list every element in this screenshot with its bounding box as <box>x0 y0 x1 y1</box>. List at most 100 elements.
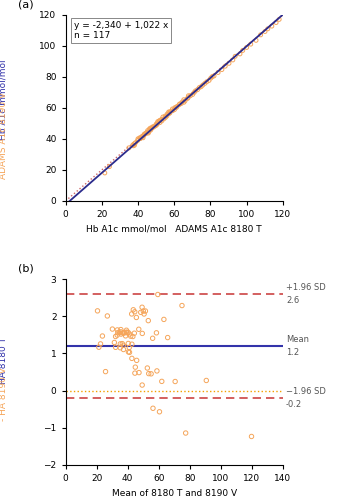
Point <box>265 25 270 33</box>
Point <box>124 328 129 336</box>
Point <box>188 92 193 100</box>
Point <box>197 84 202 92</box>
Point <box>200 81 206 89</box>
Point <box>170 106 176 114</box>
Point <box>157 117 162 125</box>
Point <box>219 66 225 74</box>
Point <box>146 129 151 137</box>
Point <box>119 340 125 347</box>
Point <box>185 94 190 102</box>
Point <box>162 112 168 120</box>
Point <box>129 354 135 362</box>
Point <box>151 122 157 130</box>
Point <box>223 62 228 70</box>
Point <box>159 116 164 124</box>
Point <box>107 162 112 170</box>
Point <box>165 334 170 342</box>
Point <box>155 290 160 298</box>
Point <box>143 130 149 138</box>
Point <box>209 72 215 80</box>
Point <box>111 338 117 346</box>
Point <box>113 332 118 340</box>
X-axis label: Mean of 8180 T and 8190 V: Mean of 8180 T and 8190 V <box>112 488 237 498</box>
Point <box>145 364 150 372</box>
Point <box>132 142 137 150</box>
Point <box>273 18 279 26</box>
Point <box>148 124 153 132</box>
Point <box>139 330 145 338</box>
Point <box>96 343 101 351</box>
Point <box>118 340 123 348</box>
Point <box>125 328 131 336</box>
Point <box>177 100 183 108</box>
Point <box>148 126 154 134</box>
Point <box>191 88 197 96</box>
Point <box>167 109 172 117</box>
Point <box>269 22 275 30</box>
Point <box>215 68 221 76</box>
Point <box>133 138 138 146</box>
Point <box>172 106 177 114</box>
Point <box>123 332 128 340</box>
Text: - HA 8190 V: - HA 8190 V <box>0 368 8 421</box>
Point <box>211 72 217 80</box>
X-axis label: Hb A1c mmol/mol   ADAMS A1c 8180 T: Hb A1c mmol/mol ADAMS A1c 8180 T <box>86 224 262 234</box>
Point <box>95 307 100 315</box>
Point <box>144 128 150 136</box>
Point <box>237 50 243 58</box>
Point <box>193 87 198 95</box>
Point <box>129 310 135 318</box>
Point <box>137 134 143 142</box>
Point <box>233 52 238 60</box>
Point <box>208 74 214 82</box>
Point <box>276 16 282 24</box>
Point <box>163 114 168 122</box>
Point <box>249 432 254 440</box>
Point <box>186 92 191 100</box>
Point <box>130 332 136 340</box>
Point <box>198 82 204 90</box>
Point <box>167 108 173 116</box>
Point <box>147 125 152 133</box>
Point <box>138 134 143 142</box>
Point <box>150 334 155 342</box>
Point <box>154 367 160 375</box>
Point <box>152 122 158 130</box>
Text: −1.96 SD: −1.96 SD <box>286 387 326 396</box>
Point <box>170 105 175 113</box>
Point <box>244 44 249 52</box>
Point <box>139 304 145 312</box>
Point <box>248 40 254 48</box>
Point <box>141 132 146 140</box>
Point <box>130 142 136 150</box>
Point <box>102 169 108 177</box>
Text: (b): (b) <box>18 264 33 274</box>
Point <box>141 130 147 138</box>
Point <box>157 118 163 126</box>
Point <box>131 329 137 337</box>
Point <box>195 86 200 94</box>
Text: +1.96 SD: +1.96 SD <box>286 282 326 292</box>
Point <box>226 60 232 68</box>
Point <box>179 302 185 310</box>
Point <box>118 330 124 338</box>
Point <box>159 117 165 125</box>
Point <box>115 326 120 334</box>
Point <box>129 340 135 348</box>
Point <box>148 125 154 133</box>
Point <box>110 325 115 333</box>
Point <box>144 128 149 136</box>
Point <box>118 328 124 336</box>
Point <box>153 122 159 130</box>
Point <box>146 370 151 378</box>
Point <box>157 408 162 416</box>
Text: Mean: Mean <box>286 335 309 344</box>
Point <box>204 78 209 86</box>
Point <box>142 130 147 138</box>
Point <box>159 378 165 386</box>
Point <box>157 116 162 124</box>
Point <box>161 316 167 324</box>
Point <box>100 332 105 340</box>
Point <box>124 326 129 334</box>
Text: HA 8180 T: HA 8180 T <box>0 338 8 384</box>
